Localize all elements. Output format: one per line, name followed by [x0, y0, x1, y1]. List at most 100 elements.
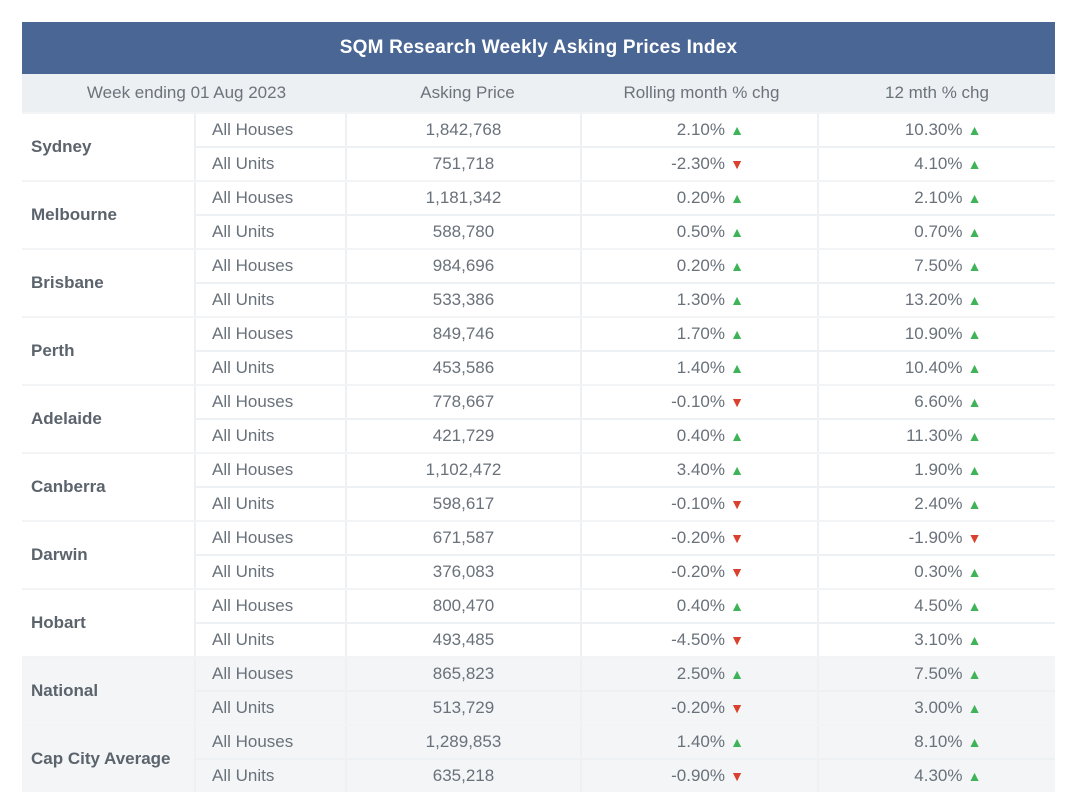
up-triangle-icon: ▲ [967, 190, 982, 206]
yearly-value: 7.50% [914, 664, 963, 683]
twelve-month-change: 10.90% ▲ [819, 318, 1055, 350]
asking-price: 1,181,342 [347, 182, 582, 214]
yearly-value: 10.40% [904, 358, 963, 377]
city-name: Perth [22, 318, 196, 384]
up-triangle-icon: ▲ [967, 326, 982, 342]
rolling-value: 0.50% [676, 222, 725, 241]
up-triangle-icon: ▲ [730, 258, 744, 274]
yearly-value: 0.30% [914, 562, 963, 581]
table-row: All Units 513,729 -0.20% ▼ 3.00% ▲ [196, 690, 1055, 724]
property-type: All Houses [196, 182, 347, 214]
table-row: All Units 588,780 0.50% ▲ 0.70% ▲ [196, 214, 1055, 248]
twelve-month-change: -1.90% ▼ [819, 522, 1055, 554]
up-triangle-icon: ▲ [967, 564, 982, 580]
up-triangle-icon: ▲ [730, 224, 744, 240]
up-triangle-icon: ▲ [730, 428, 744, 444]
yearly-value: 7.50% [914, 256, 963, 275]
property-type: All Units [196, 352, 347, 384]
rolling-value: 2.10% [676, 120, 725, 139]
property-type: All Units [196, 284, 347, 316]
asking-price: 493,485 [347, 624, 582, 656]
city-group: Melbourne All Houses 1,181,342 0.20% ▲ 2.10% ▲… [22, 180, 1055, 248]
rolling-value: 0.20% [676, 256, 725, 275]
header-week: Week ending 01 Aug 2023 [86, 83, 287, 102]
table-row: All Houses 849,746 1.70% ▲ 10.90% ▲ [196, 318, 1055, 350]
rolling-value: 1.40% [676, 358, 725, 377]
twelve-month-change: 4.50% ▲ [819, 590, 1055, 622]
asking-price: 751,718 [347, 148, 582, 180]
city-group: Hobart All Houses 800,470 0.40% ▲ 4.50% ▲ All U… [22, 588, 1055, 656]
rolling-month-change: -0.90% ▼ [582, 760, 819, 792]
up-triangle-icon: ▲ [967, 496, 982, 512]
twelve-month-change: 6.60% ▲ [819, 386, 1055, 418]
up-triangle-icon: ▲ [967, 394, 982, 410]
twelve-month-change: 8.10% ▲ [819, 726, 1055, 758]
table-row: All Units 533,386 1.30% ▲ 13.20% ▲ [196, 282, 1055, 316]
table-row: All Units 598,617 -0.10% ▼ 2.40% ▲ [196, 486, 1055, 520]
twelve-month-change: 4.10% ▲ [819, 148, 1055, 180]
down-triangle-icon: ▼ [730, 632, 744, 648]
table-row: All Houses 800,470 0.40% ▲ 4.50% ▲ [196, 590, 1055, 622]
rolling-month-change: 0.20% ▲ [582, 250, 819, 282]
twelve-month-change: 10.40% ▲ [819, 352, 1055, 384]
table-row: All Houses 778,667 -0.10% ▼ 6.60% ▲ [196, 386, 1055, 418]
down-triangle-icon: ▼ [730, 564, 744, 580]
table-row: All Units 421,729 0.40% ▲ 11.30% ▲ [196, 418, 1055, 452]
city-group: National All Houses 865,823 2.50% ▲ 7.50% ▲ All… [22, 656, 1055, 724]
table-row: All Units 635,218 -0.90% ▼ 4.30% ▲ [196, 758, 1055, 792]
rolling-month-change: -0.10% ▼ [582, 488, 819, 520]
down-triangle-icon: ▼ [730, 768, 744, 784]
yearly-value: 3.00% [914, 698, 963, 717]
rolling-month-change: -0.20% ▼ [582, 692, 819, 724]
property-type: All Units [196, 488, 347, 520]
property-type: All Houses [196, 318, 347, 350]
asking-price: 1,102,472 [347, 454, 582, 486]
city-group: Darwin All Houses 671,587 -0.20% ▼ -1.90% ▼ All… [22, 520, 1055, 588]
city-name: Canberra [22, 454, 196, 520]
property-type: All Houses [196, 454, 347, 486]
up-triangle-icon: ▲ [967, 360, 982, 376]
property-type: All Units [196, 692, 347, 724]
property-type: All Houses [196, 726, 347, 758]
up-triangle-icon: ▲ [730, 598, 744, 614]
yearly-value: 4.10% [914, 154, 963, 173]
property-type: All Houses [196, 250, 347, 282]
up-triangle-icon: ▲ [730, 292, 744, 308]
rolling-value: 3.40% [676, 460, 725, 479]
rolling-month-change: 1.30% ▲ [582, 284, 819, 316]
rolling-value: -0.20% [671, 698, 725, 717]
rolling-value: -0.20% [671, 562, 725, 581]
rolling-value: 1.70% [676, 324, 725, 343]
rolling-month-change: -0.10% ▼ [582, 386, 819, 418]
down-triangle-icon: ▼ [730, 700, 744, 716]
yearly-value: 4.30% [914, 766, 963, 785]
yearly-value: 11.30% [906, 426, 963, 445]
table-row: All Units 376,083 -0.20% ▼ 0.30% ▲ [196, 554, 1055, 588]
up-triangle-icon: ▲ [730, 360, 744, 376]
rolling-value: 1.30% [676, 290, 725, 309]
up-triangle-icon: ▲ [967, 598, 982, 614]
asking-price: 635,218 [347, 760, 582, 792]
table-row: All Houses 1,842,768 2.10% ▲ 10.30% ▲ [196, 114, 1055, 146]
city-name: Sydney [22, 114, 196, 180]
city-name: Brisbane [22, 250, 196, 316]
city-name: Hobart [22, 590, 196, 656]
asking-price: 1,289,853 [347, 726, 582, 758]
table-header-row: Week ending 01 Aug 2023 Asking Price Rol… [22, 74, 1055, 112]
city-group: Cap City Average All Houses 1,289,853 1.40%… [22, 724, 1055, 792]
up-triangle-icon: ▲ [730, 734, 744, 750]
up-triangle-icon: ▲ [967, 428, 982, 444]
table-row: All Houses 865,823 2.50% ▲ 7.50% ▲ [196, 658, 1055, 690]
yearly-value: 4.50% [914, 596, 963, 615]
asking-prices-table: SQM Research Weekly Asking Prices Index … [22, 22, 1055, 792]
asking-price: 671,587 [347, 522, 582, 554]
asking-price: 453,586 [347, 352, 582, 384]
up-triangle-icon: ▲ [967, 700, 982, 716]
table-row: All Units 453,586 1.40% ▲ 10.40% ▲ [196, 350, 1055, 384]
asking-price: 984,696 [347, 250, 582, 282]
table-row: All Units 751,718 -2.30% ▼ 4.10% ▲ [196, 146, 1055, 180]
city-name: Melbourne [22, 182, 196, 248]
up-triangle-icon: ▲ [967, 462, 982, 478]
twelve-month-change: 2.40% ▲ [819, 488, 1055, 520]
up-triangle-icon: ▲ [967, 734, 982, 750]
